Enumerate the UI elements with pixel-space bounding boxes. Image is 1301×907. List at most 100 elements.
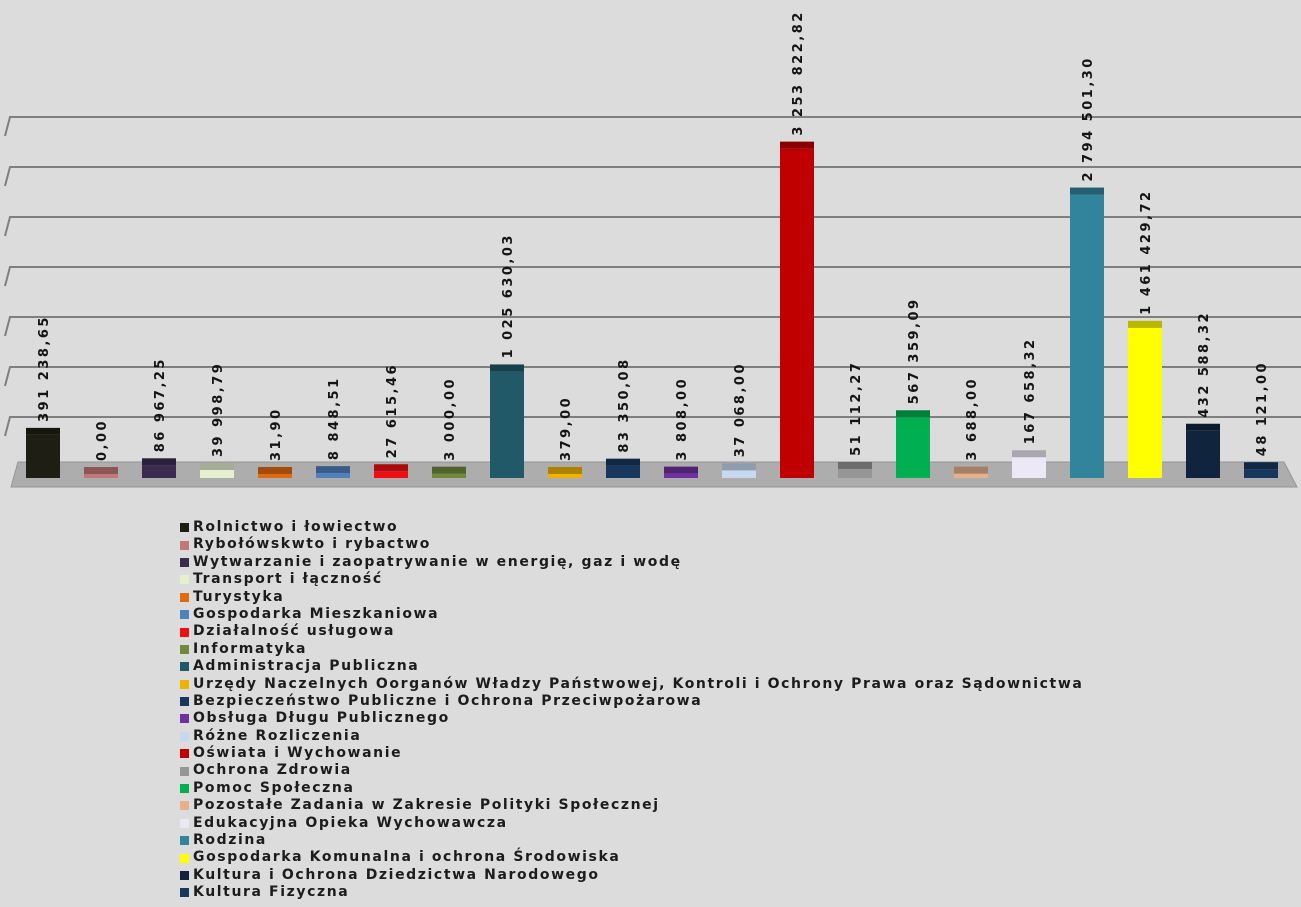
legend-label: Różne Rozliczenia [193, 727, 362, 744]
data-label: 27 615,46 [385, 363, 400, 458]
bar [954, 466, 988, 478]
bar-top-face [954, 466, 988, 474]
bar-front-face [1186, 430, 1220, 478]
legend-item: Turystyka [180, 589, 1083, 606]
legend-label: Pomoc Społeczna [193, 779, 355, 796]
bar-front-face [606, 465, 640, 478]
legend-swatch [180, 610, 189, 620]
data-label: 391 238,65 [37, 315, 52, 422]
bar-front-face [316, 473, 350, 478]
legend-swatch [180, 853, 189, 863]
bar [84, 467, 118, 478]
data-label: 432 588,32 [1197, 311, 1212, 418]
legend-label: Ochrona Zdrowia [193, 762, 352, 779]
legend-swatch [180, 784, 189, 794]
bar-front-face [26, 434, 60, 478]
legend-item: Rodzina [180, 832, 1083, 849]
legend-item: Kultura i Ochrona Dziedzictwa Narodowego [180, 867, 1083, 884]
legend-label: Gospodarka Komunalna i ochrona Środowisk… [193, 849, 621, 866]
legend-swatch [180, 679, 189, 689]
legend-label: Bezpieczeństwo Publiczne i Ochrona Przec… [193, 692, 703, 709]
bar-top-face [84, 467, 118, 474]
bar [838, 461, 872, 478]
bar-front-face [1244, 469, 1278, 478]
bar-chart: 391 238,65 0,00 86 967,25 39 998,79 31,90 8 8… [4, 10, 1301, 488]
bar-top-face [374, 464, 408, 472]
legend-label: Transport i łączność [193, 571, 383, 588]
bar-front-face [838, 468, 872, 478]
legend-item: Różne Rozliczenia [180, 728, 1083, 745]
bar-front-face [548, 473, 582, 478]
bar-front-face [432, 473, 466, 478]
bar-top-face [664, 466, 698, 474]
legend-item: Pozostałe Zadania w Zakresie Polityki Sp… [180, 797, 1083, 814]
data-label: 0,00 [95, 419, 110, 461]
legend-item: Ochrona Zdrowia [180, 762, 1083, 779]
legend-item: Obsługa Długu Publicznego [180, 710, 1083, 727]
legend-swatch [180, 575, 189, 585]
legend-item: Bezpieczeństwo Publiczne i Ochrona Przec… [180, 693, 1083, 710]
legend-swatch [180, 523, 189, 533]
bar-front-face [200, 470, 234, 478]
bar-top-face [606, 458, 640, 466]
legend-label: Urzędy Naczelnych Oorganów Władzy Państw… [193, 675, 1084, 692]
bar-front-face [722, 470, 756, 478]
data-labels: 391 238,65 0,00 86 967,25 39 998,79 31,90 8 8… [37, 10, 1270, 461]
legend-label: Wytwarzanie i zaopatrywanie w energię, g… [193, 553, 682, 570]
legend-label: Rodzina [193, 832, 267, 849]
legend-label: Kultura i Ochrona Dziedzictwa Narodowego [193, 866, 600, 883]
legend-label: Administracja Publiczna [193, 658, 420, 675]
bar [432, 466, 466, 478]
legend-swatch [180, 731, 189, 741]
gridlines [4, 116, 1301, 437]
legend-swatch [180, 801, 189, 811]
legend-item: Rolnictwo i łowiectwo [180, 519, 1083, 536]
bar-front-face [664, 473, 698, 478]
bar [722, 463, 756, 478]
legend-item: Oświata i Wychowanie [180, 745, 1083, 762]
legend-label: Rolnictwo i łowiectwo [193, 519, 399, 535]
data-label: 86 967,25 [153, 357, 168, 452]
legend-label: Turystyka [193, 588, 285, 605]
legend-item: Rybołówskwto i rybactwo [180, 536, 1083, 553]
legend-item: Edukacyjna Opieka Wychowawcza [180, 815, 1083, 832]
legend-label: Informatyka [193, 640, 308, 657]
legend-swatch [180, 766, 189, 776]
bar-top-face [200, 463, 234, 471]
bar [258, 466, 292, 478]
legend: Rolnictwo i łowiectwo Rybołówskwto i ryba… [180, 519, 1083, 902]
data-label: 1 025 630,03 [501, 233, 516, 358]
bar-top-face [490, 364, 524, 372]
data-label: 31,90 [269, 407, 284, 461]
legend-item: Gospodarka Komunalna i ochrona Środowisk… [180, 849, 1083, 866]
bar [1128, 320, 1162, 478]
legend-item: Informatyka [180, 641, 1083, 658]
legend-label: Gospodarka Mieszkaniowa [193, 605, 440, 622]
bar-top-face [26, 427, 60, 435]
data-label: 3 808,00 [675, 377, 690, 461]
legend-swatch [180, 540, 189, 550]
bar-front-face [780, 148, 814, 478]
bar [26, 427, 60, 478]
bar-top-face [1128, 320, 1162, 328]
bar-front-face [1070, 194, 1104, 478]
bar [1012, 450, 1046, 478]
bar [664, 466, 698, 478]
gridline [4, 366, 1301, 387]
bar-top-face [258, 466, 292, 474]
data-label: 3 688,00 [965, 377, 980, 461]
gridline [4, 116, 1301, 137]
data-label: 8 848,51 [327, 376, 342, 460]
legend-label: Oświata i Wychowanie [193, 745, 403, 762]
bar-top-face [722, 463, 756, 471]
bar-front-face [258, 473, 292, 478]
gridline [4, 416, 1301, 437]
data-label: 379,00 [559, 396, 574, 461]
legend-swatch [180, 818, 189, 828]
data-label: 167 658,32 [1023, 337, 1038, 444]
legend-item: Transport i łączność [180, 571, 1083, 588]
bar-top-face [316, 466, 350, 474]
legend-swatch [180, 836, 189, 846]
data-label: 2 794 501,30 [1081, 56, 1096, 181]
data-label: 567 359,09 [907, 297, 922, 404]
